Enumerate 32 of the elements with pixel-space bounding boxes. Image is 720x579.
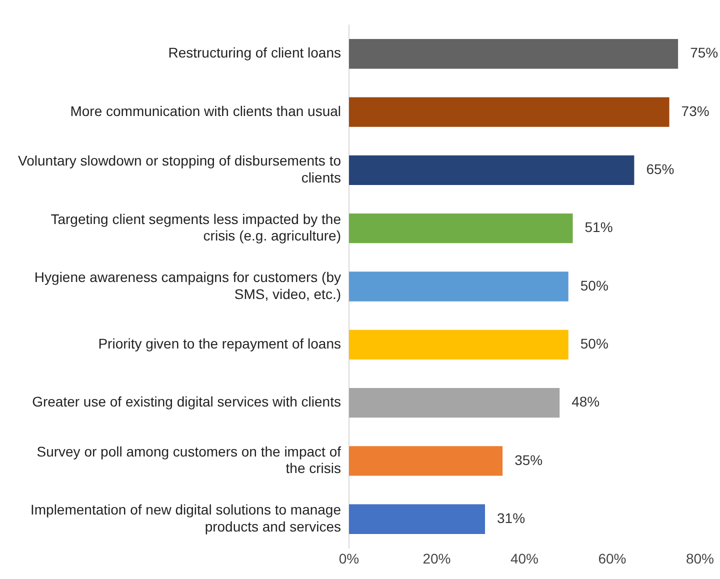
bar [349, 388, 560, 418]
x-tick-label: 40% [510, 550, 539, 566]
bar [349, 446, 503, 476]
y-tick-label: Greater use of existing digital services with clients [32, 394, 341, 410]
bar [349, 39, 678, 69]
data-label: 65% [646, 161, 674, 178]
bar [349, 155, 634, 186]
data-label: 50% [580, 277, 608, 294]
bar [349, 504, 486, 534]
data-label: 51% [584, 219, 613, 236]
y-tick-label: Restructuring of client loans [168, 44, 341, 61]
y-tick-label: Survey or poll among customers on the impact of the crisis [36, 443, 342, 476]
x-tick-label: 80% [686, 550, 714, 566]
data-label: 35% [514, 452, 543, 468]
data-label: 48% [572, 394, 600, 410]
y-tick-label: Hygiene awareness campaigns for customers (by SMS, video, etc.) [34, 268, 341, 302]
bar [349, 272, 568, 302]
data-label: 73% [681, 102, 710, 119]
bar [349, 97, 670, 127]
y-tick-label: Implementation of new digital solutions to manage products and services [30, 502, 342, 534]
y-tick-label: More communication with clients than usual [70, 102, 341, 119]
data-label: 50% [580, 336, 608, 352]
data-label: 31% [497, 510, 526, 526]
x-tick-label: 0% [338, 550, 360, 566]
y-tick-label: Priority given to the repayment of loans [98, 336, 341, 352]
y-tick-label: Voluntary slowdown or stopping of disbursements to clients [18, 152, 342, 186]
x-tick-label: 20% [422, 550, 451, 566]
bar [349, 330, 568, 360]
x-tick-label: 60% [598, 550, 626, 566]
y-tick-label: Targeting client segments less impacted by the crisis (e.g. agriculture) [50, 210, 342, 244]
bar [349, 214, 573, 244]
data-label: 75% [690, 44, 718, 61]
